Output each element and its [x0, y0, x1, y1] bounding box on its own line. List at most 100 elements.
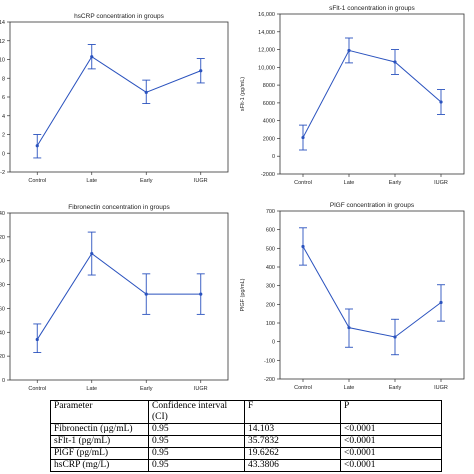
y-axis-label: sFlt-1 (pg/mL) — [240, 77, 246, 111]
plgf-chart: PlGF concentration in groups -200 -100 0 100… — [240, 202, 465, 391]
plot-frame — [279, 210, 465, 380]
x-tick-label: IUGR — [194, 178, 208, 184]
y-tick-label: 16,000 — [258, 12, 275, 18]
y-tick-label: 8000 — [263, 83, 275, 89]
table-cell: <0.0001 — [340, 435, 442, 448]
data-point — [199, 69, 203, 73]
x-tick-label: Early — [140, 386, 153, 392]
x-tick-label: Late — [344, 180, 355, 186]
y-tick-label: 12,000 — [258, 48, 275, 54]
data-point — [90, 55, 94, 59]
y-tick-label: 6000 — [263, 101, 275, 107]
table-cell: 0.95 — [148, 459, 245, 472]
series-line — [36, 55, 201, 147]
plot-frame — [9, 21, 229, 173]
y-tick-label: 100 — [0, 259, 5, 265]
x-tick-label: Early — [389, 385, 402, 391]
data-point — [144, 292, 148, 296]
chart-title: hsCRP concentration in groups — [74, 13, 165, 20]
x-tick-label: Late — [86, 386, 97, 392]
statistics-table: Parameter Confidence interval (CI) F P F… — [50, 400, 442, 472]
table-row: Fibronectin (µg/mL) 0.95 14.103 <0.0001 — [50, 423, 442, 436]
y-tick-label: 60 — [0, 306, 5, 312]
x-tick-label: Control — [294, 385, 312, 391]
table-row: sFlt-1 (pg/mL) 0.95 35.7832 <0.0001 — [50, 435, 442, 448]
hscrp-chart: hsCRP concentration in groups -2 0 2 4 6 8 10 12… — [0, 13, 229, 184]
y-axis-label: PlGF (pg/mL) — [240, 278, 246, 311]
x-tick-label: Control — [28, 178, 46, 184]
x-tick-label: Late — [344, 385, 355, 391]
y-tick-label: 0 — [272, 154, 275, 160]
x-tick-label: IUGR — [434, 180, 448, 186]
data-point — [439, 300, 443, 305]
data-point — [301, 244, 305, 249]
y-tick-label: 500 — [266, 246, 275, 252]
y-tick-label: 600 — [266, 228, 275, 234]
x-tick-label: Control — [294, 180, 312, 186]
chart-title: sFlt-1 concentration in groups — [329, 5, 415, 12]
y-tick-label: 0 — [272, 340, 275, 346]
y-tick-label: 140 — [0, 211, 5, 217]
table-cell: hsCRP (mg/L) — [50, 459, 149, 472]
y-tick-label: 100 — [266, 321, 275, 327]
y-tick-label: 2000 — [263, 136, 275, 142]
table-cell: PlGF (pg/mL) — [50, 447, 149, 460]
y-tick-label: -2 — [0, 170, 5, 176]
y-tick-label: 0 — [2, 378, 5, 384]
table-header: Confidence interval (CI) — [148, 400, 245, 424]
data-point — [393, 335, 397, 339]
data-point — [439, 100, 443, 104]
data-point — [35, 144, 39, 148]
table-header: Parameter — [50, 400, 149, 424]
table-cell: <0.0001 — [340, 459, 442, 472]
table-cell: 35.7832 — [244, 435, 341, 448]
table-cell: 43.3806 — [244, 459, 341, 472]
data-point — [199, 292, 203, 296]
y-tick-label: 0 — [2, 151, 5, 157]
table-cell: <0.0001 — [340, 447, 442, 460]
y-tick-label: 2 — [2, 133, 5, 139]
chart-title: Fibronectin concentration in groups — [68, 204, 170, 211]
plot-frame — [9, 212, 229, 381]
x-tick-label: Control — [28, 386, 46, 392]
y-tick-label: 4000 — [263, 119, 275, 125]
y-tick-label: 10 — [0, 58, 5, 64]
sflt1-chart: sFlt-1 concentration in groups -2000 0 2000… — [240, 5, 465, 186]
y-tick-label: -200 — [264, 377, 275, 383]
y-tick-label: 300 — [266, 284, 275, 290]
y-tick-label: 400 — [266, 265, 275, 271]
x-tick-label: IUGR — [194, 386, 208, 392]
y-tick-label: 6 — [2, 95, 5, 101]
table-cell: 0.95 — [148, 423, 245, 436]
y-tick-label: 14,000 — [258, 30, 275, 36]
y-tick-label: 12 — [0, 39, 5, 45]
fibronectin-chart: Fibronectin concentration in groups 0 20 40… — [0, 204, 229, 392]
x-tick-label: Late — [86, 178, 97, 184]
series-line — [36, 252, 201, 340]
table-header: F — [244, 400, 341, 424]
chart-title: PlGF concentration in groups — [330, 202, 415, 209]
y-tick-label: 4 — [2, 114, 5, 120]
y-tick-label: -2000 — [261, 172, 275, 178]
x-tick-label: Early — [140, 178, 153, 184]
data-point — [347, 326, 351, 330]
y-tick-label: -100 — [264, 358, 275, 364]
data-point — [393, 60, 397, 64]
table-cell: 19.6262 — [244, 447, 341, 460]
table-cell: 0.95 — [148, 435, 245, 448]
table-cell: 0.95 — [148, 447, 245, 460]
y-tick-label: 14 — [0, 20, 5, 26]
y-tick-label: 8 — [2, 76, 5, 82]
table-cell: sFlt-1 (pg/mL) — [50, 435, 149, 448]
y-tick-label: 200 — [266, 302, 275, 308]
data-point — [301, 135, 305, 140]
series-line — [302, 246, 442, 338]
data-point — [347, 48, 351, 53]
table-cell: <0.0001 — [340, 423, 442, 436]
table-header-row: Parameter Confidence interval (CI) F P — [50, 400, 442, 424]
data-point — [35, 337, 39, 342]
table-cell: Fibronectin (µg/mL) — [50, 423, 149, 436]
y-tick-label: 40 — [0, 330, 5, 336]
y-tick-label: 80 — [0, 283, 5, 289]
y-tick-label: 20 — [0, 354, 5, 360]
